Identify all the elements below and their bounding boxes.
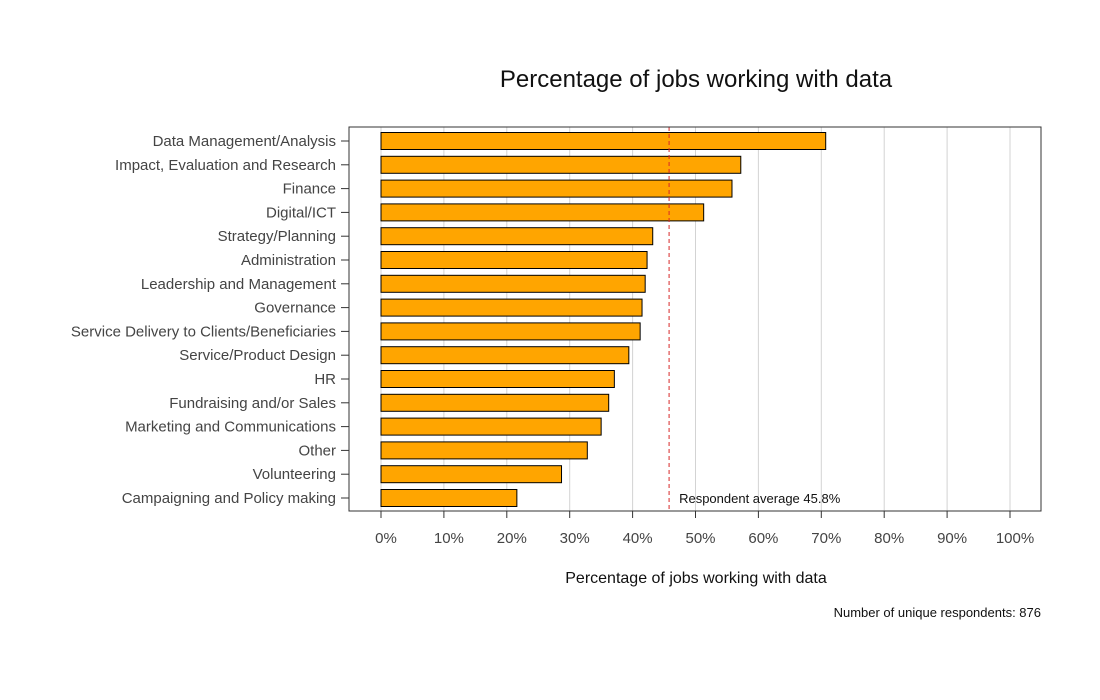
- category-label: HR: [314, 371, 336, 388]
- chart-title: Percentage of jobs working with data: [500, 66, 893, 93]
- x-tick-label: 90%: [937, 530, 967, 547]
- category-label: Strategy/Planning: [218, 228, 336, 245]
- plot-area: Data Management/Analysis Impact, Evaluati…: [71, 126, 1042, 547]
- x-tick-label: 100%: [996, 530, 1034, 547]
- category-label: Data Management/Analysis: [153, 133, 336, 150]
- category-label: Administration: [241, 252, 336, 269]
- average-label: Respondent average 45.8%: [679, 491, 841, 506]
- bar: [380, 346, 630, 365]
- category-label: Leadership and Management: [141, 276, 337, 293]
- x-tick-label: 10%: [434, 530, 464, 547]
- x-tick-label: 50%: [685, 530, 715, 547]
- bar: [380, 203, 705, 222]
- category-label: Governance: [254, 300, 336, 317]
- category-label: Other: [298, 442, 336, 459]
- bar: [380, 132, 827, 150]
- category-label: Volunteering: [253, 466, 336, 483]
- bar: [380, 298, 643, 317]
- bar: [380, 417, 602, 436]
- category-label: Fundraising and/or Sales: [169, 395, 336, 412]
- bar: [380, 370, 615, 388]
- bar: [380, 274, 646, 293]
- respondent-count-note: Number of unique respondents: 876: [834, 605, 1041, 620]
- category-label: Digital/ICT: [266, 204, 336, 221]
- bar: [380, 155, 742, 174]
- x-tick-label: 0%: [375, 530, 397, 547]
- category-label: Impact, Evaluation and Research: [115, 157, 336, 174]
- category-label: Finance: [283, 181, 336, 198]
- category-label: Marketing and Communications: [125, 419, 336, 436]
- bar: [380, 489, 518, 507]
- x-tick-label: 20%: [497, 530, 527, 547]
- x-tick-label: 80%: [874, 530, 904, 547]
- bar: [380, 251, 648, 269]
- bar: [380, 393, 610, 412]
- category-label: Service Delivery to Clients/Beneficiarie…: [71, 323, 336, 340]
- x-tick-label: 70%: [811, 530, 841, 547]
- bar: [380, 322, 641, 341]
- category-label: Service/Product Design: [179, 347, 336, 364]
- x-tick-label: 30%: [560, 530, 590, 547]
- bar: [380, 441, 588, 460]
- x-axis-title: Percentage of jobs working with data: [565, 570, 827, 587]
- category-label: Campaigning and Policy making: [122, 490, 336, 507]
- bar: [380, 227, 654, 246]
- x-tick-label: 40%: [623, 530, 653, 547]
- bar: [380, 179, 733, 198]
- bar: [380, 465, 563, 484]
- x-tick-label: 60%: [748, 530, 778, 547]
